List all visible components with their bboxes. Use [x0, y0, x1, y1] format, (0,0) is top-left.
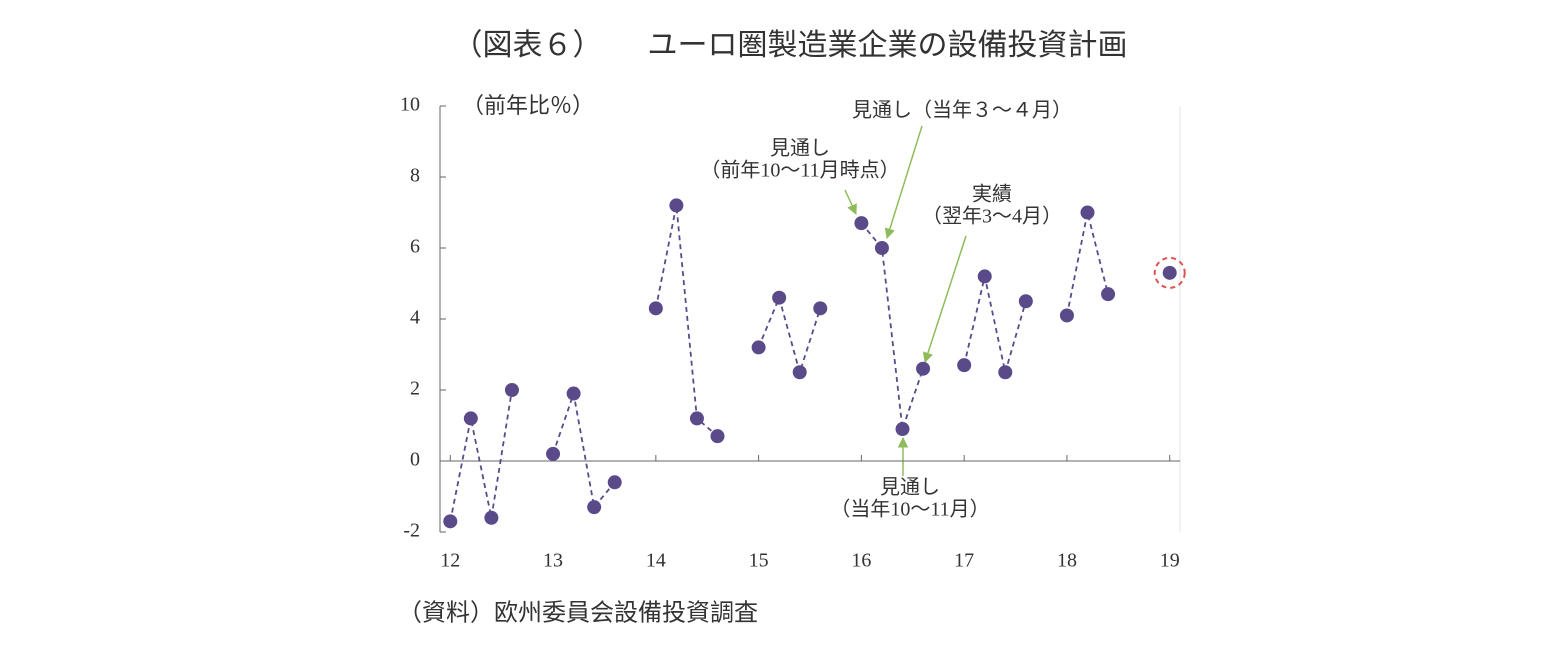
point: [546, 446, 561, 461]
point: [1162, 265, 1177, 280]
point: [751, 340, 766, 355]
series-line: [552, 389, 616, 510]
y-tick-label: 4: [410, 307, 420, 329]
point: [566, 386, 581, 401]
point: [792, 365, 807, 380]
point: [689, 411, 704, 426]
source: （資料）欧州委員会設備投資調査: [398, 600, 758, 627]
series-line: [654, 205, 719, 437]
point: [1101, 287, 1116, 302]
annotation: （当年10〜11月）: [830, 498, 989, 521]
highlight-ring: [1153, 256, 1186, 289]
chart-title: （図表６） ユーロ圏製造業企業の設備投資計画: [453, 29, 1128, 62]
point: [463, 411, 478, 426]
annotation: （翌年3〜4月）: [922, 205, 1062, 228]
point: [772, 290, 787, 305]
arrow: [844, 189, 857, 215]
series-line: [757, 294, 822, 376]
annotation: 見通し: [770, 137, 830, 160]
point: [998, 365, 1013, 380]
point: [895, 422, 910, 437]
x-tick-label: 18: [1057, 550, 1077, 572]
y-axis-label: （前年比％）: [462, 93, 594, 118]
point: [854, 216, 869, 231]
point: [484, 510, 499, 525]
x-tick-label: 19: [1160, 550, 1180, 572]
y-tick-label: 10: [400, 94, 420, 116]
series-line: [449, 389, 513, 522]
point: [607, 475, 622, 490]
x-tick-label: 14: [646, 550, 666, 572]
point: [443, 514, 458, 529]
point: [648, 301, 663, 316]
y-tick-label: 6: [410, 236, 420, 258]
y-tick-label: -2: [403, 520, 420, 542]
arrow: [922, 235, 967, 363]
x-tick-label: 15: [749, 550, 769, 572]
point: [710, 429, 725, 444]
point: [1059, 308, 1074, 323]
series-line: [963, 276, 1027, 373]
x-tick-label: 13: [543, 550, 563, 572]
point: [813, 301, 828, 316]
x-tick-label: 17: [954, 550, 974, 572]
y-tick-label: 8: [410, 165, 420, 187]
point: [916, 361, 931, 376]
series-line: [860, 222, 924, 430]
point: [504, 383, 519, 397]
point: [1018, 294, 1033, 309]
point: [587, 500, 602, 515]
point: [977, 269, 992, 284]
series-line: [1066, 212, 1109, 316]
y-tick-label: 0: [410, 449, 420, 471]
arrow: [884, 125, 923, 240]
annotation: 見通し: [880, 476, 940, 499]
point: [669, 198, 684, 213]
point: [874, 241, 889, 255]
point: [1080, 205, 1095, 220]
x-tick-label: 12: [440, 550, 460, 572]
y-tick-label: 2: [410, 378, 420, 400]
x-tick-label: 16: [851, 550, 871, 572]
annotation: 見通し（当年３〜４月）: [852, 99, 1072, 122]
annotation: 実績: [972, 183, 1012, 206]
point: [957, 358, 972, 373]
annotation: （前年10〜11月時点）: [700, 159, 899, 182]
